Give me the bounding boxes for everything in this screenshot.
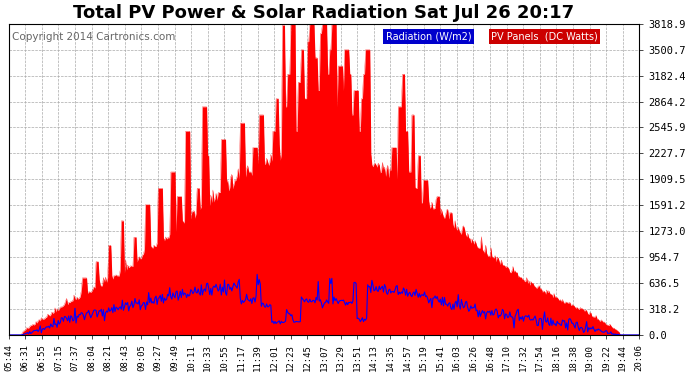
Text: Radiation (W/m2): Radiation (W/m2) [386,32,471,42]
Text: PV Panels  (DC Watts): PV Panels (DC Watts) [491,32,598,42]
Title: Total PV Power & Solar Radiation Sat Jul 26 20:17: Total PV Power & Solar Radiation Sat Jul… [73,4,575,22]
Text: Copyright 2014 Cartronics.com: Copyright 2014 Cartronics.com [12,32,175,42]
